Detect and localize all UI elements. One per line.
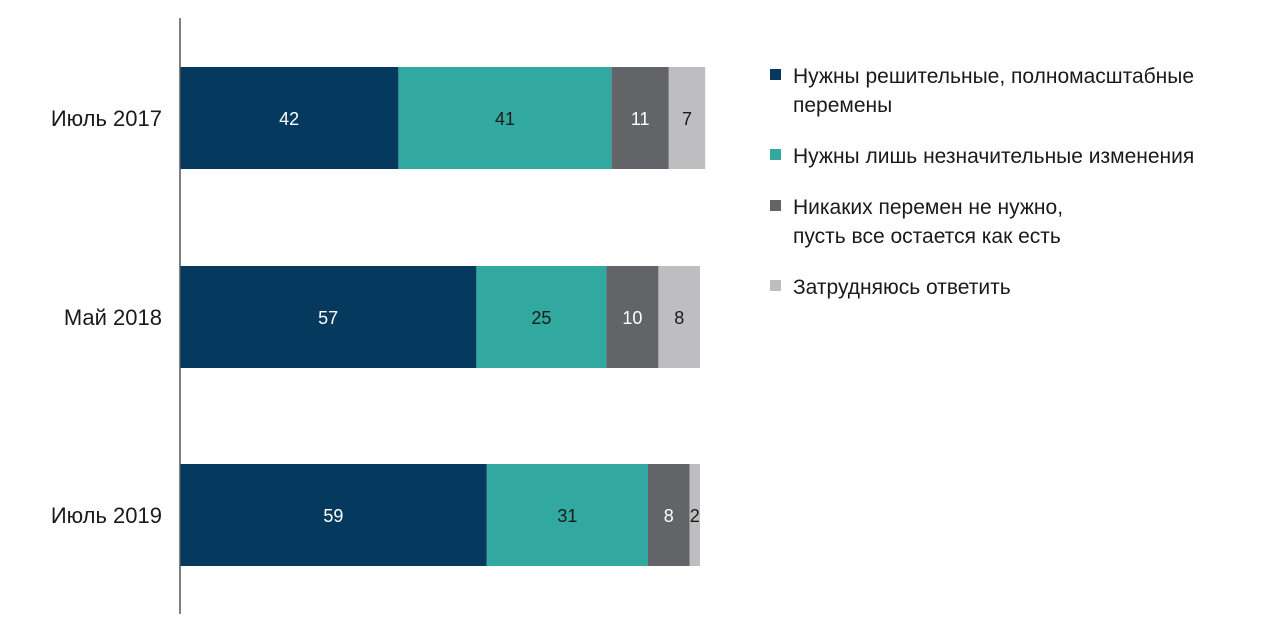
data-label: 31 (557, 506, 577, 526)
bar-segment (180, 266, 477, 368)
bar-segment (606, 266, 659, 368)
legend: Нужны решительные, полномасштабные перем… (770, 62, 1270, 324)
bar-segment (180, 67, 399, 169)
bars-layer: 42 41 11 757 25 10 859 31 8 2 (180, 67, 706, 566)
legend-swatch (770, 280, 781, 291)
data-label: 7 (682, 109, 692, 129)
data-label: 8 (674, 308, 684, 328)
bar-segment (476, 266, 607, 368)
legend-item: Никаких перемен не нужно, пусть все оста… (770, 193, 1270, 251)
legend-swatch (770, 149, 781, 160)
legend-label: Затрудняюсь ответить (793, 276, 1011, 299)
data-label: 41 (495, 109, 515, 129)
legend-label: Никаких перемен не нужно, пусть все оста… (793, 196, 1064, 248)
legend-label: Нужны решительные, полномасштабные перем… (793, 65, 1195, 117)
data-label: 10 (622, 308, 642, 328)
bar-segment (611, 67, 669, 169)
bar-segment (658, 266, 700, 368)
category-labels: Июль 2017 Май 2018 Июль 2019 (51, 106, 162, 528)
legend-item: Нужны лишь незначительные изменения (770, 142, 1270, 171)
data-label: 42 (279, 109, 299, 129)
data-label: 2 (690, 506, 700, 526)
data-label: 8 (664, 506, 674, 526)
data-label: 11 (631, 109, 650, 129)
bar-segment (668, 67, 706, 169)
legend-label: Нужны лишь незначительные изменения (793, 145, 1195, 168)
bar-segment (648, 464, 690, 566)
category-label: Июль 2019 (51, 503, 162, 528)
bar-segment (486, 464, 648, 566)
bar-segment (398, 67, 612, 169)
legend-item: Затрудняюсь ответить (770, 273, 1270, 302)
data-label: 57 (318, 308, 338, 328)
bar-segment (180, 464, 487, 566)
category-label: Июль 2017 (51, 106, 162, 131)
legend-item: Нужны решительные, полномасштабные перем… (770, 62, 1270, 120)
data-label: 25 (531, 308, 551, 328)
category-label: Май 2018 (64, 305, 162, 330)
legend-swatch (770, 200, 781, 211)
data-label: 59 (323, 506, 343, 526)
bar-segment (689, 464, 700, 566)
legend-swatch (770, 69, 781, 80)
